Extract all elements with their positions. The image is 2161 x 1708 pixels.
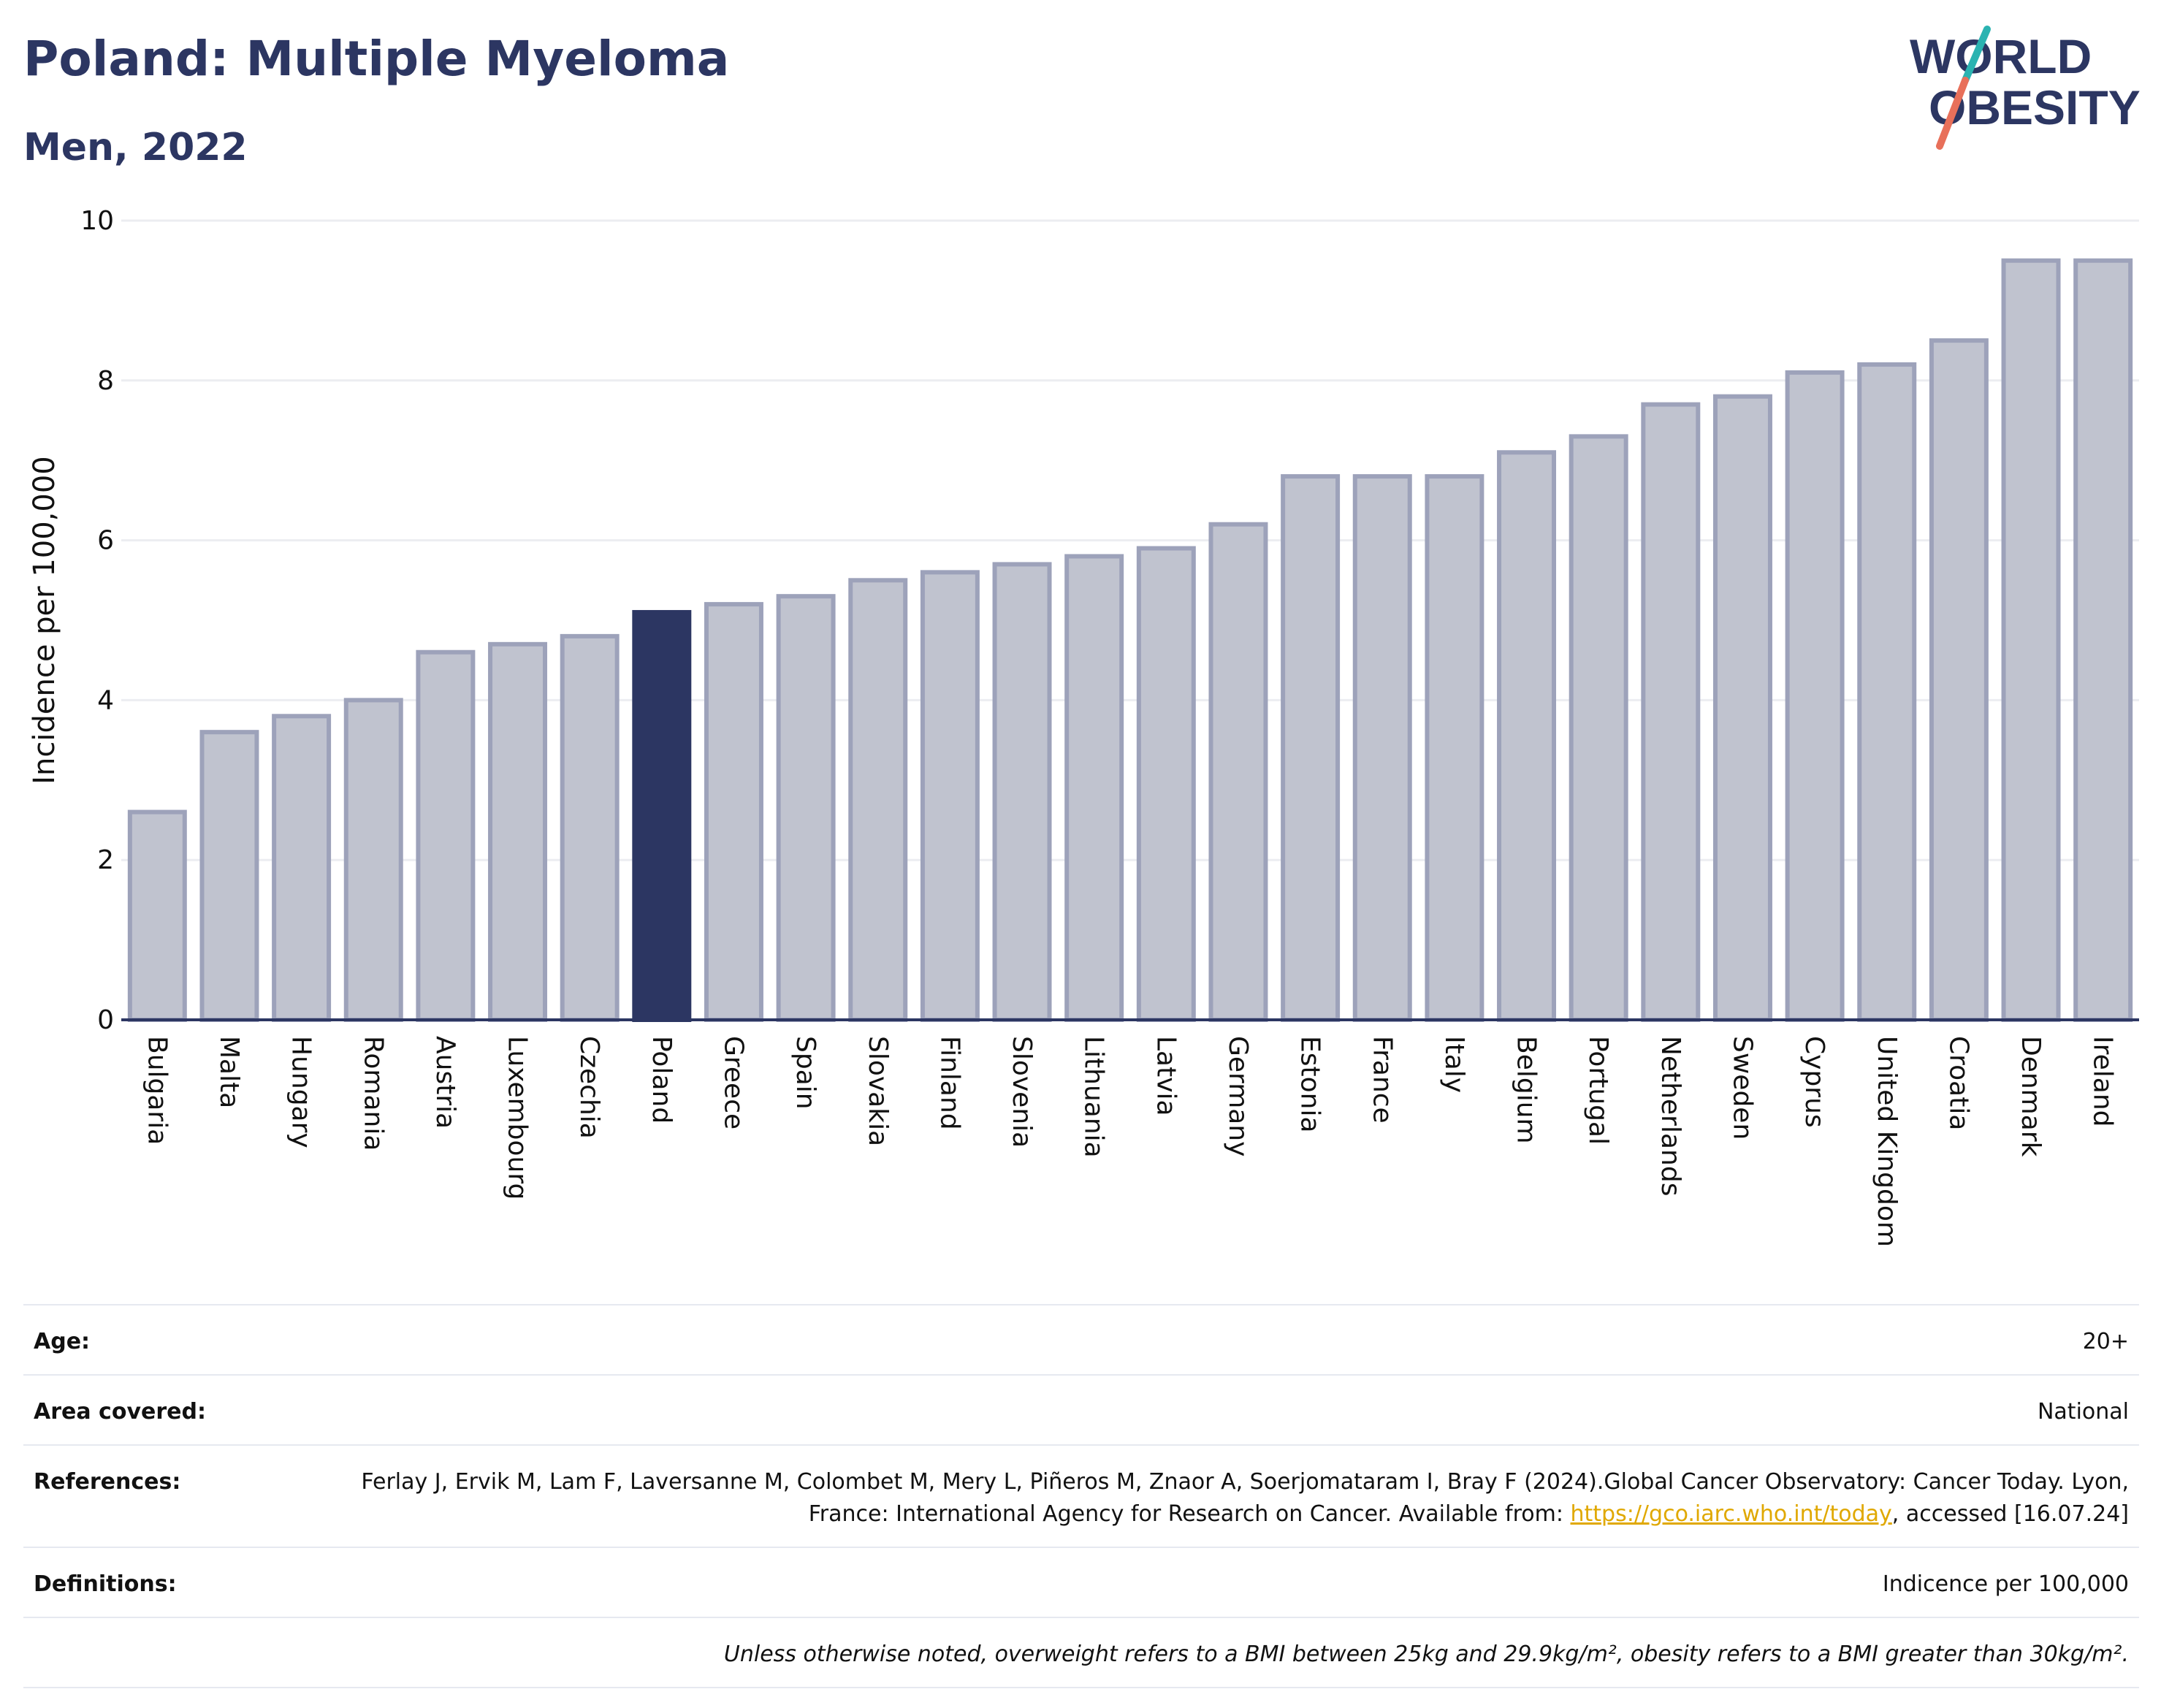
x-tick-label: United Kingdom	[1872, 1036, 1902, 1247]
world-obesity-logo: WORLD OBESITY	[1910, 26, 2141, 150]
bar-italy	[1425, 474, 1485, 1022]
x-tick-label: Germany	[1223, 1036, 1253, 1156]
references-text: Ferlay J, Ervik M, Lam F, Laversanne M, …	[361, 1469, 2129, 1527]
area-label: Area covered:	[34, 1399, 206, 1425]
x-tick-label: Portugal	[1583, 1036, 1613, 1145]
bar-czechia	[560, 633, 620, 1022]
x-tick-label: Netherlands	[1655, 1036, 1685, 1196]
bar-united-kingdom	[1857, 362, 1917, 1023]
references-value: Ferlay J, Ervik M, Lam F, Laversanne M, …	[339, 1466, 2129, 1530]
x-tick-label: Cyprus	[1799, 1036, 1829, 1128]
age-value: 20+	[2082, 1329, 2129, 1354]
bar-lithuania	[1064, 554, 1124, 1022]
meta-row-definitions: Definitions: Indicence per 100,000	[23, 1547, 2139, 1617]
references-suffix: , accessed [16.07.24]	[1891, 1501, 2129, 1527]
x-tick-label: France	[1367, 1036, 1397, 1124]
page-subtitle: Men, 2022	[23, 126, 248, 169]
bar-latvia	[1136, 546, 1196, 1022]
references-label: References:	[34, 1469, 181, 1495]
y-tick-label: 6	[97, 526, 114, 556]
bar-greece	[704, 602, 763, 1022]
x-tick-label: Estonia	[1295, 1036, 1325, 1133]
x-tick-label: Bulgaria	[142, 1036, 172, 1145]
bar-poland	[632, 610, 692, 1022]
y-tick-label: 4	[97, 685, 114, 715]
y-tick-label: 8	[97, 366, 114, 396]
bmi-note: Unless otherwise noted, overweight refer…	[723, 1642, 2129, 1667]
bar-spain	[776, 594, 836, 1022]
bar-france	[1352, 474, 1412, 1022]
x-tick-label: Greece	[718, 1036, 748, 1129]
bar-ireland	[2073, 258, 2133, 1023]
x-tick-label: Italy	[1439, 1036, 1469, 1093]
bar-austria	[416, 649, 476, 1022]
logo-line-1: WORLD	[1910, 29, 2092, 83]
x-tick-label: Luxembourg	[503, 1036, 533, 1200]
bar-estonia	[1281, 474, 1341, 1022]
age-label: Age:	[34, 1329, 91, 1354]
metadata-table: Age: 20+ Area covered: National Referenc…	[23, 1304, 2139, 1688]
x-tick-label: Malta	[214, 1036, 244, 1108]
x-tick-label: Czechia	[574, 1036, 604, 1139]
x-tick-label: Ireland	[2088, 1036, 2118, 1127]
meta-row-age: Age: 20+	[23, 1304, 2139, 1374]
bar-cyprus	[1785, 370, 1845, 1022]
x-tick-label: Lithuania	[1079, 1036, 1109, 1158]
x-tick-label: Slovenia	[1007, 1036, 1037, 1148]
y-tick-label: 2	[97, 845, 114, 875]
bar-finland	[920, 570, 980, 1022]
bar-croatia	[1929, 338, 1989, 1023]
bar-luxembourg	[488, 641, 548, 1022]
bar-portugal	[1569, 434, 1628, 1022]
references-link[interactable]: https://gco.iarc.who.int/today	[1570, 1501, 1892, 1527]
bar-malta	[199, 730, 259, 1022]
bar-chart: 0 2 4 6 8 10 Incidence per 100,000 Bulgaria Malt…	[28, 206, 2139, 1247]
page-title: Poland: Multiple Myeloma	[23, 31, 730, 87]
bar-bulgaria	[127, 809, 187, 1023]
meta-row-area: Area covered: National	[23, 1374, 2139, 1444]
bar-hungary	[272, 714, 332, 1023]
bar-germany	[1208, 522, 1268, 1022]
x-tick-label: Spain	[790, 1036, 820, 1110]
x-tick-label: Finland	[934, 1036, 964, 1130]
logo-slash-bottom	[1936, 77, 1969, 150]
x-tick-label: Sweden	[1727, 1036, 1757, 1140]
bar-slovakia	[848, 578, 908, 1022]
x-tick-label: Belgium	[1512, 1036, 1541, 1144]
bar-sweden	[1712, 394, 1772, 1022]
bar-belgium	[1497, 450, 1557, 1022]
x-tick-label: Hungary	[286, 1036, 316, 1148]
bar-netherlands	[1641, 402, 1701, 1022]
x-tick-label: Croatia	[1943, 1036, 1973, 1130]
meta-row-references: References: Ferlay J, Ervik M, Lam F, La…	[23, 1444, 2139, 1547]
bar-slovenia	[992, 562, 1052, 1022]
x-tick-label: Austria	[430, 1036, 460, 1129]
logo-slash-top	[1962, 26, 1991, 84]
x-tick-label: Denmark	[2016, 1036, 2046, 1157]
definitions-label: Definitions:	[34, 1571, 177, 1597]
y-tick-label: 0	[97, 1005, 114, 1035]
x-tick-label: Romania	[358, 1036, 388, 1151]
x-tick-label: Poland	[647, 1036, 676, 1124]
bar-denmark	[2001, 258, 2061, 1023]
meta-row-note: Unless otherwise noted, overweight refer…	[23, 1617, 2139, 1688]
y-tick-label: 10	[80, 206, 114, 236]
bar-romania	[343, 698, 403, 1023]
x-tick-label: Slovakia	[863, 1036, 893, 1146]
y-axis-label: Incidence per 100,000	[28, 456, 61, 785]
area-value: National	[2037, 1399, 2129, 1425]
x-tick-label: Latvia	[1151, 1036, 1181, 1116]
definitions-value: Indicence per 100,000	[1882, 1571, 2129, 1597]
